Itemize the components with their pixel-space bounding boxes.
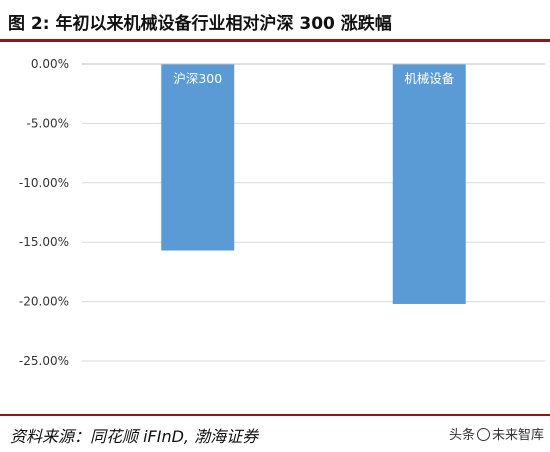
footer-rule (0, 414, 550, 416)
bar-label-0: 沪深300 (173, 71, 222, 86)
y-tick-label: -20.00% (19, 295, 69, 309)
watermark-prefix: 头条 (448, 428, 475, 443)
bar-chart: 0.00% -5.00% -10.00% -15.00% -20.00% -25.00% 沪… (19, 57, 545, 368)
watermark: 头条 未来智库 (449, 424, 544, 443)
y-tick-label: 0.00% (31, 57, 69, 71)
bar-label-1: 机械设备 (404, 71, 455, 86)
y-tick-label: -10.00% (19, 176, 69, 190)
figure-title: 图 2: 年初以来机械设备行业相对沪深 300 涨跌幅 (8, 14, 392, 34)
source-note: 资料来源：同花顺 iFInD, 渤海证券 (10, 427, 259, 446)
watermark-logo-icon (476, 428, 490, 441)
y-tick-label: -25.00% (19, 354, 69, 368)
y-tick-label: -5.00% (27, 116, 69, 130)
bar-1 (392, 64, 466, 304)
watermark-brand: 未来智库 (491, 428, 544, 443)
figure-header: 图 2: 年初以来机械设备行业相对沪深 300 涨跌幅 (0, 0, 550, 40)
y-tick-label: -15.00% (19, 235, 69, 249)
bar-0 (161, 64, 235, 251)
title-rule (0, 39, 550, 42)
